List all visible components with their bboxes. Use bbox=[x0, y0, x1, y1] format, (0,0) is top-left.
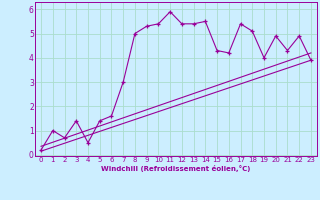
X-axis label: Windchill (Refroidissement éolien,°C): Windchill (Refroidissement éolien,°C) bbox=[101, 165, 251, 172]
